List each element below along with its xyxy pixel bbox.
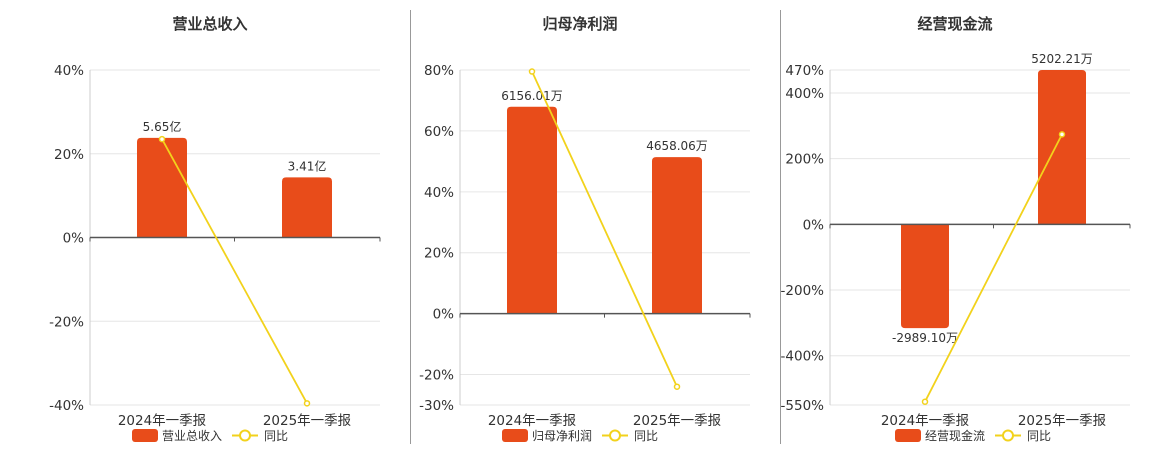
y-tick-label: 40% [424, 185, 454, 201]
y-tick-label: 60% [424, 124, 454, 140]
y-tick-label: -200% [781, 283, 825, 299]
legend-swatch-bar [502, 429, 528, 442]
panel-divider [780, 10, 781, 444]
y-tick-label: -550% [781, 398, 825, 414]
chart-title: 营业总收入 [172, 15, 247, 33]
y-tick-label: -40% [49, 398, 84, 414]
legend-label-bar: 营业总收入 [162, 429, 222, 443]
yoy-point [303, 400, 311, 407]
bar-value-label: 6156.01万 [501, 89, 563, 103]
y-tick-label: 20% [54, 147, 84, 163]
yoy-point [921, 398, 929, 405]
legend-label-bar: 经营现金流 [925, 428, 985, 443]
y-tick-label: 0% [63, 231, 85, 247]
x-tick-label: 2024年一季报 [118, 413, 206, 429]
yoy-line [161, 138, 308, 404]
y-tick-label: 20% [424, 246, 454, 262]
yoy-point [1058, 131, 1066, 138]
legend-label-line: 同比 [1027, 429, 1051, 443]
x-tick-label: 2025年一季报 [263, 413, 351, 429]
chart-panel-cash-flow: 经营现金流 470% 400% 200% 0% -200% -400% -550% -2989.… [770, 0, 1160, 450]
x-tick-label: 2025年一季报 [633, 413, 721, 429]
yoy-line [924, 133, 1063, 403]
bar [282, 177, 332, 238]
chart-title: 经营现金流 [917, 15, 992, 33]
panel-divider [410, 10, 411, 444]
legend-swatch-bar [895, 429, 921, 442]
legend-label-line: 同比 [634, 429, 658, 443]
bar-value-label: 5202.21万 [1031, 52, 1093, 66]
revenue-chart: 营业总收入 40% 20% 0% -20% -40% 5.65亿 3.41亿 2024年一季报 2… [49, 15, 381, 443]
yoy-point [528, 68, 536, 75]
legend-swatch-marker [1002, 429, 1014, 442]
y-tick-label: -20% [49, 314, 84, 330]
bar [507, 106, 557, 314]
chart-panel-revenue: 营业总收入 40% 20% 0% -20% -40% 5.65亿 3.41亿 2024年一季报 2… [0, 0, 390, 450]
bar-value-label: 3.41亿 [288, 158, 327, 173]
yoy-point [158, 135, 166, 143]
y-tick-label: 400% [785, 86, 824, 102]
y-tick-label: -30% [419, 398, 454, 414]
x-tick-label: 2024年一季报 [881, 413, 969, 429]
y-tick-label: 80% [424, 63, 454, 79]
bar [652, 157, 702, 314]
cash-flow-chart: 经营现金流 470% 400% 200% 0% -200% -400% -550% -2989.… [781, 15, 1131, 443]
legend-swatch-marker [239, 429, 251, 442]
x-tick-label: 2024年一季报 [488, 413, 576, 429]
bar-value-label: 5.65亿 [143, 119, 182, 134]
y-tick-label: -400% [781, 349, 825, 365]
bar [137, 137, 187, 238]
yoy-point [673, 383, 681, 390]
chart-title: 归母净利润 [542, 15, 617, 33]
y-tick-label: 200% [785, 152, 824, 168]
bar [1038, 70, 1086, 225]
y-tick-label: 470% [785, 63, 824, 79]
y-tick-label: 40% [54, 63, 84, 79]
y-tick-label: 0% [433, 307, 455, 323]
bar [901, 224, 949, 329]
y-tick-label: -20% [419, 368, 454, 384]
bar-value-label: -2989.10万 [892, 331, 958, 345]
legend-swatch-marker [609, 429, 621, 442]
legend-label-bar: 归母净利润 [532, 429, 592, 443]
legend-swatch-bar [132, 429, 158, 442]
legend-label-line: 同比 [264, 429, 288, 443]
x-tick-label: 2025年一季报 [1018, 413, 1106, 429]
y-tick-label: 0% [803, 217, 825, 233]
chart-panel-net-profit: 归母净利润 80% 60% 40% 20% 0% -20% -30% 6156.01万 4658.… [385, 0, 775, 450]
yoy-line [531, 71, 678, 388]
net-profit-chart: 归母净利润 80% 60% 40% 20% 0% -20% -30% 6156.01万 4658.… [419, 15, 751, 443]
bar-value-label: 4658.06万 [646, 139, 708, 153]
